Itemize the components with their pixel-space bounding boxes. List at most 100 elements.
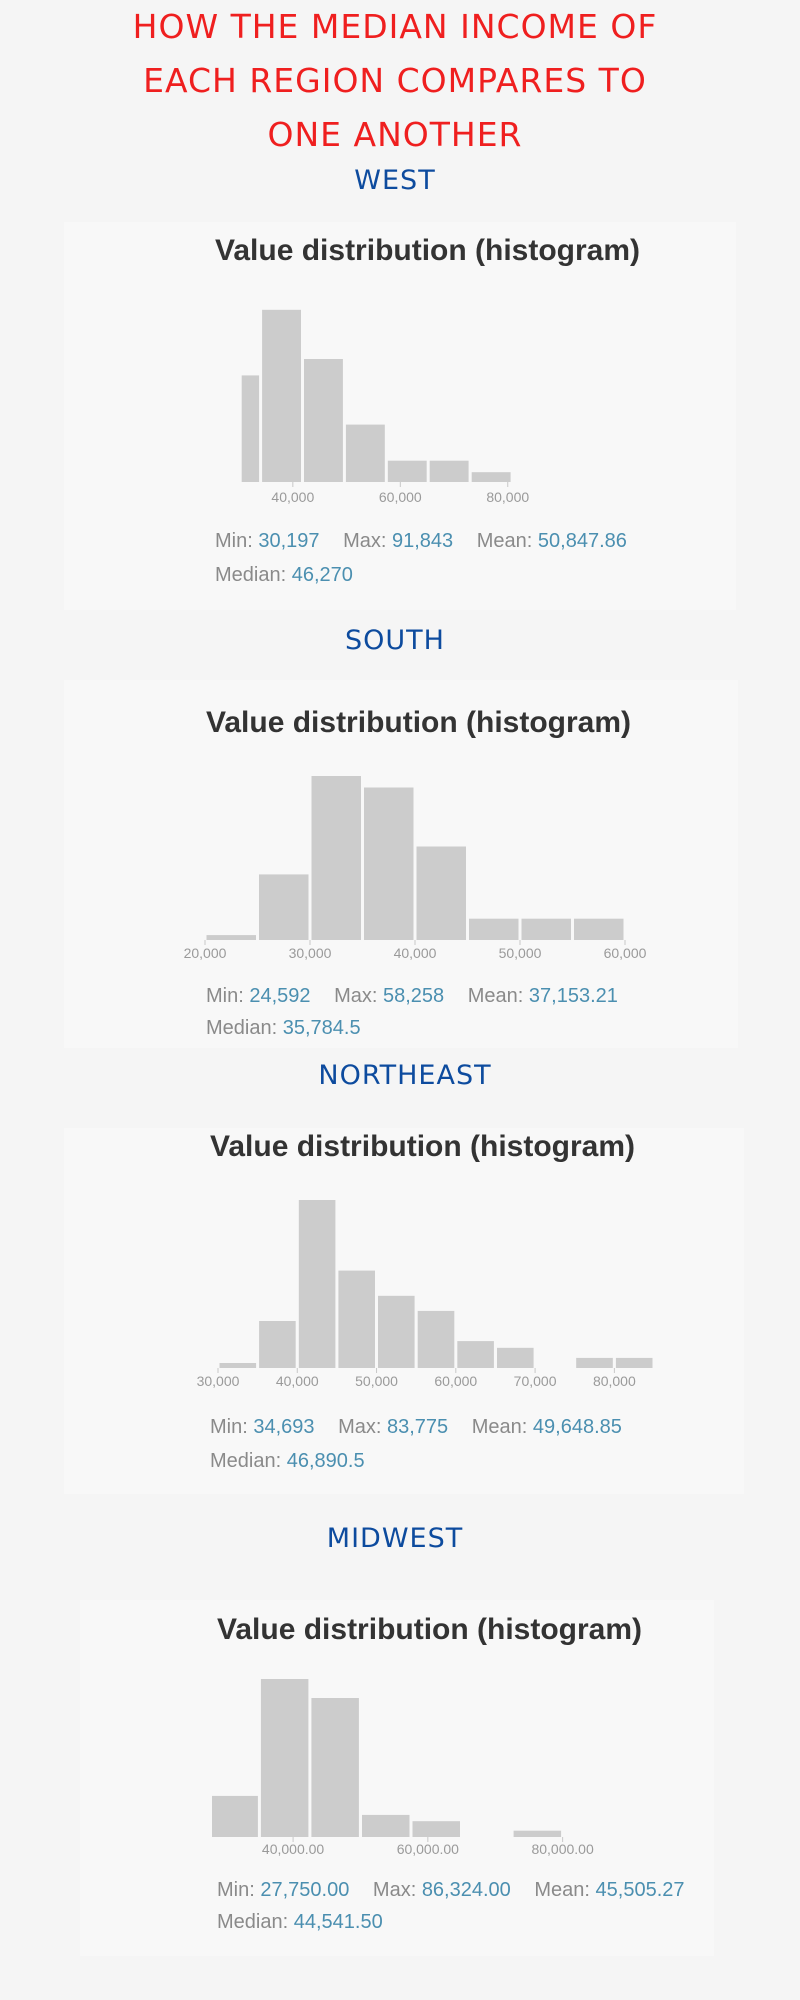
x-tick-label: 80,000.00 — [531, 1841, 593, 1857]
stats-midwest: Min: 27,750.00 Max: 86,324.00 Mean: 45,5… — [217, 1874, 703, 1938]
max-label: Max: — [343, 530, 387, 552]
histogram-bar — [387, 460, 427, 482]
min-label: Min: — [217, 1879, 255, 1901]
x-tick-label: 30,000 — [289, 945, 332, 961]
x-tick-label: 60,000 — [379, 489, 422, 505]
min-value: 27,750.00 — [260, 1879, 350, 1901]
histogram-bar — [497, 1347, 534, 1368]
max-value: 83,775 — [387, 1416, 449, 1438]
median-value: 46,890.5 — [286, 1450, 365, 1472]
x-tick-label: 50,000 — [355, 1373, 398, 1389]
histogram-bar — [241, 375, 260, 482]
mean-label: Mean: — [534, 1879, 590, 1901]
histogram-bar — [457, 1341, 494, 1368]
x-tick-label: 60,000 — [434, 1373, 477, 1389]
histogram-bar — [304, 359, 343, 482]
x-tick-label: 40,000.00 — [262, 1841, 324, 1857]
histogram-card-midwest: Value distribution (histogram) 40,000.00… — [80, 1600, 714, 1956]
region-heading-northeast: NORTHEAST — [318, 1060, 492, 1091]
histogram-midwest: 40,000.00 60,000.00 80,000.00 — [212, 1679, 594, 1857]
chart-title: Value distribution (histogram) — [215, 234, 641, 267]
median-value: 46,270 — [291, 564, 353, 586]
max-value: 58,258 — [383, 985, 445, 1007]
page-title-line-1: HOW THE MEDIAN INCOME OF — [132, 7, 658, 46]
median-label: Median: — [215, 564, 287, 586]
histogram-bar — [521, 918, 571, 940]
stats-west: Min: 30,197 Max: 91,843 Mean: 50,847.86 … — [215, 524, 645, 592]
histogram-bar — [378, 1295, 415, 1368]
chart-title: Value distribution (histogram) — [217, 1613, 643, 1646]
histogram-bar — [362, 1814, 410, 1837]
histogram-bar — [259, 1321, 296, 1368]
histogram-bar — [212, 1795, 258, 1837]
histogram-bar — [364, 787, 414, 940]
histogram-bar — [259, 874, 309, 940]
mean-label: Mean: — [467, 985, 524, 1007]
x-tick-label: 70,000 — [514, 1373, 557, 1389]
histogram-bar — [513, 1830, 562, 1837]
histogram-northeast: 30,000 40,000 50,000 60,000 70,000 80,000 — [197, 1200, 653, 1389]
histogram-bar — [471, 472, 511, 482]
histogram-bar — [262, 309, 301, 482]
min-label: Min: — [206, 985, 244, 1007]
histogram-bar — [260, 1679, 309, 1837]
min-value: 30,197 — [258, 530, 320, 552]
x-tick-label: 40,000 — [276, 1373, 319, 1389]
region-heading-west: WEST — [354, 165, 436, 196]
mean-value: 45,505.27 — [595, 1879, 685, 1901]
x-tick-label: 60,000.00 — [397, 1841, 459, 1857]
x-tick-label: 60,000 — [604, 945, 647, 961]
max-value: 86,324.00 — [421, 1879, 511, 1901]
region-heading-midwest: MIDWEST — [326, 1523, 464, 1554]
histogram-bar — [412, 1821, 460, 1837]
mean-label: Mean: — [471, 1416, 528, 1438]
histogram-bar — [416, 846, 466, 940]
median-value: 35,784.5 — [282, 1017, 361, 1039]
median-label: Median: — [206, 1017, 278, 1039]
max-label: Max: — [372, 1879, 417, 1901]
histogram-bar — [219, 1363, 257, 1368]
histogram-bar — [615, 1357, 653, 1368]
min-label: Min: — [210, 1416, 248, 1438]
histogram-bar — [417, 1310, 455, 1368]
mean-value: 37,153.21 — [528, 985, 618, 1007]
min-value: 24,592 — [249, 985, 311, 1007]
region-heading-south: SOUTH — [345, 625, 445, 656]
histogram-bar — [311, 1698, 359, 1837]
histogram-bar — [345, 424, 385, 482]
histogram-card-northeast: Value distribution (histogram) 30,000 40,… — [64, 1128, 744, 1494]
x-tick-label: 50,000 — [499, 945, 542, 961]
x-tick-label: 40,000 — [394, 945, 437, 961]
max-label: Max: — [334, 985, 378, 1007]
chart-title: Value distribution (histogram) — [210, 1130, 636, 1163]
mean-value: 49,648.85 — [532, 1416, 622, 1438]
min-value: 34,693 — [253, 1416, 315, 1438]
histogram-bar — [206, 935, 256, 940]
histogram-south: 20,000 30,000 40,000 50,000 60,000 — [184, 776, 647, 961]
x-tick-label: 40,000 — [271, 489, 314, 505]
page-title-line-2: EACH REGION COMPARES TO — [143, 61, 647, 100]
mean-value: 50,847.86 — [537, 530, 627, 552]
histogram-bar — [576, 1357, 613, 1368]
chart-title: Value distribution (histogram) — [206, 706, 632, 739]
histogram-west: 40,000 60,000 80,000 — [241, 309, 529, 505]
stats-south: Min: 24,592 Max: 58,258 Mean: 37,153.21 … — [206, 980, 636, 1044]
histogram-bar — [429, 460, 469, 482]
histogram-bar — [574, 918, 624, 940]
x-tick-label: 80,000 — [593, 1373, 636, 1389]
x-tick-label: 30,000 — [197, 1373, 240, 1389]
median-label: Median: — [217, 1911, 289, 1933]
histogram-card-south: Value distribution (histogram) 20,000 30,… — [64, 680, 738, 1048]
x-tick-label: 80,000 — [486, 489, 529, 505]
median-label: Median: — [210, 1450, 282, 1472]
page-title-line-3: ONE ANOTHER — [267, 115, 523, 154]
histogram-card-west: Value distribution (histogram) 40,000 60,… — [64, 222, 736, 610]
max-label: Max: — [338, 1416, 382, 1438]
histogram-bar — [469, 918, 519, 940]
stats-northeast: Min: 34,693 Max: 83,775 Mean: 49,648.85 … — [210, 1410, 640, 1478]
median-value: 44,541.50 — [293, 1911, 383, 1933]
x-tick-label: 20,000 — [184, 945, 227, 961]
page-title: HOW THE MEDIAN INCOME OF EACH REGION COM… — [0, 0, 790, 162]
histogram-bar — [311, 776, 361, 940]
max-value: 91,843 — [392, 530, 454, 552]
